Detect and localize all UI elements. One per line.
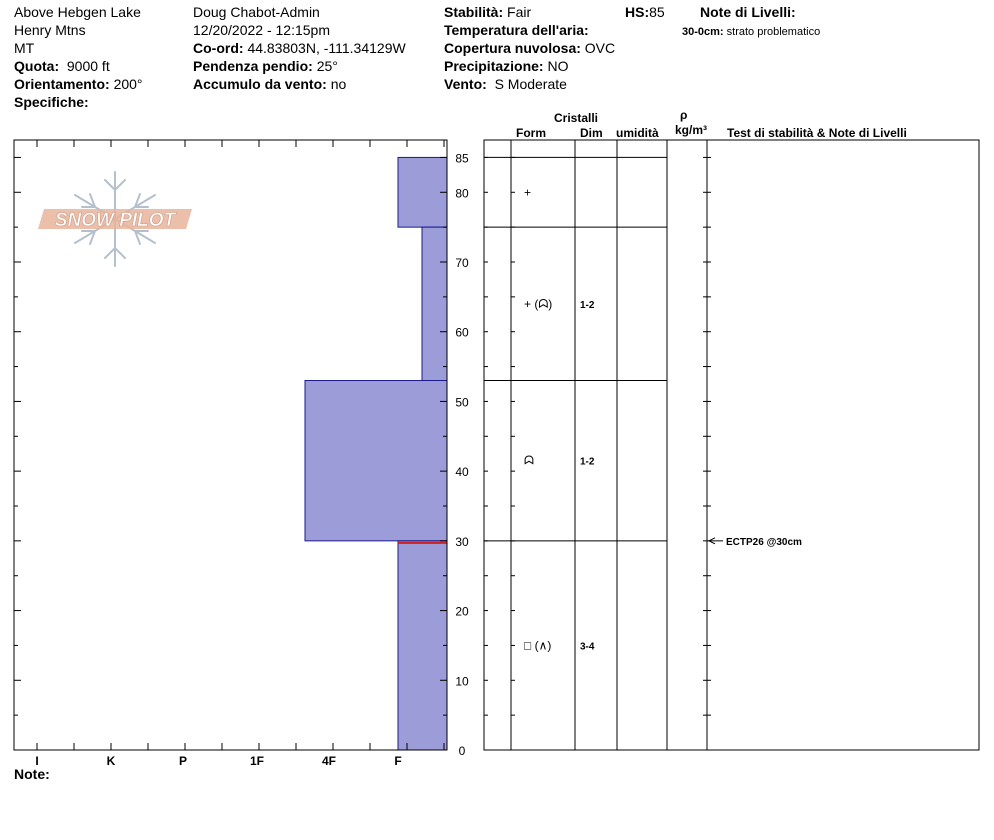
col-header-density-unit: kg/m³ xyxy=(675,123,708,137)
grain-size-3: 1-2 xyxy=(580,457,595,468)
aspect: Orientamento: 200° xyxy=(14,76,143,92)
elevation-value: 9000 ft xyxy=(66,58,110,74)
wind-label: Vento: xyxy=(444,76,487,92)
stability-label: Stabilità: xyxy=(444,4,504,20)
layer-note: 30-0cm: strato problematico xyxy=(682,24,820,40)
y-tick-label: 85 xyxy=(455,151,469,165)
x-tick-label: 4F xyxy=(322,754,336,768)
hardness-bar-3 xyxy=(304,380,448,542)
slope: Pendenza pendio: 25° xyxy=(193,58,338,74)
layer-table-frame xyxy=(483,139,980,751)
grain-form-1: + xyxy=(524,185,531,199)
x-tick-label: P xyxy=(179,754,187,768)
x-tick-label: I xyxy=(35,754,38,768)
y-tick-label: 60 xyxy=(455,326,469,340)
wind-load-label: Accumulo da vento: xyxy=(193,76,327,92)
hs-label: HS: xyxy=(625,4,650,20)
elevation-label: Quota: xyxy=(14,58,60,74)
elevation: Quota: 9000 ft xyxy=(14,58,110,74)
col-header-moisture: umidità xyxy=(616,126,659,140)
test-arrow-icon xyxy=(707,537,716,545)
slope-value: 25° xyxy=(316,58,338,74)
precip-label: Precipitazione: xyxy=(444,58,544,74)
y-tick-label: 0 xyxy=(459,744,466,758)
y-tick-label: 40 xyxy=(455,465,469,479)
wind: Vento: S Moderate xyxy=(444,76,567,92)
cloud-cover: Copertura nuvolosa: OVC xyxy=(444,40,615,56)
stability-value: Fair xyxy=(507,4,532,20)
stability: Stabilità: Fair xyxy=(444,4,531,20)
date-time: 12/20/2022 - 12:15pm xyxy=(193,22,330,38)
x-tick-label: K xyxy=(107,754,116,768)
wind-value: S Moderate xyxy=(494,76,567,92)
coordinates: Co-ord: 44.83803N, -111.34129W xyxy=(193,40,406,56)
col-header-size: Dim xyxy=(580,126,603,140)
precip-value: NO xyxy=(547,58,569,74)
hardness-bar-1 xyxy=(397,156,448,228)
precipitation: Precipitazione: NO xyxy=(444,58,568,74)
y-tick-label: 70 xyxy=(455,256,469,270)
x-tick-label: F xyxy=(394,754,401,768)
x-tick-label: 1F xyxy=(250,754,264,768)
y-tick-label: 50 xyxy=(455,395,469,409)
hardness-bar-2 xyxy=(421,226,448,382)
specifics-label: Specifiche: xyxy=(14,94,89,110)
coord-value: 44.83803N, -111.34129W xyxy=(247,40,406,56)
cloud-label: Copertura nuvolosa: xyxy=(444,40,581,56)
grain-form-4: □ (∧) xyxy=(524,638,551,652)
aspect-label: Orientamento: xyxy=(14,76,110,92)
hs-value: 85 xyxy=(649,4,665,20)
grain-form-2: + (ᗣ) xyxy=(524,297,552,311)
air-temp-label: Temperatura dell'aria: xyxy=(444,22,589,38)
hardness-plot-frame xyxy=(13,139,448,751)
layer-note-depth: 30-0cm: xyxy=(682,26,724,38)
state: MT xyxy=(14,40,35,56)
aspect-value: 200° xyxy=(113,76,143,92)
col-header-density-symbol: ρ xyxy=(680,108,688,122)
note-label: Note: xyxy=(14,766,50,782)
slope-label: Pendenza pendio: xyxy=(193,58,313,74)
grain-size-4: 3-4 xyxy=(580,641,595,652)
y-tick-label: 10 xyxy=(455,674,469,688)
wind-loading: Accumulo da vento: no xyxy=(193,76,346,92)
layer-note-text: strato problematico xyxy=(726,26,821,38)
col-header-form: Form xyxy=(516,126,546,140)
layer-notes-title: Note di Livelli: xyxy=(700,4,796,20)
cloud-value: OVC xyxy=(584,40,616,56)
location-name: Above Hebgen Lake xyxy=(14,4,141,20)
snow-height: HS:85 xyxy=(625,4,665,20)
grain-form-3: ᗣ xyxy=(524,454,534,468)
mountain-range: Henry Mtns xyxy=(14,22,86,38)
wind-load-value: no xyxy=(330,76,347,92)
y-tick-label: 80 xyxy=(455,186,469,200)
y-tick-label: 30 xyxy=(455,535,469,549)
col-header-stability-tests: Test di stabilità & Note di Livelli xyxy=(727,126,907,140)
stability-test-label-1: ECTP26 @30cm xyxy=(726,537,802,548)
observer: Doug Chabot-Admin xyxy=(193,4,320,20)
hardness-bar-4 xyxy=(397,540,448,751)
y-tick-label: 20 xyxy=(455,605,469,619)
col-header-crystals: Cristalli xyxy=(554,111,599,125)
coord-label: Co-ord: xyxy=(193,40,244,56)
grain-size-2: 1-2 xyxy=(580,300,595,311)
